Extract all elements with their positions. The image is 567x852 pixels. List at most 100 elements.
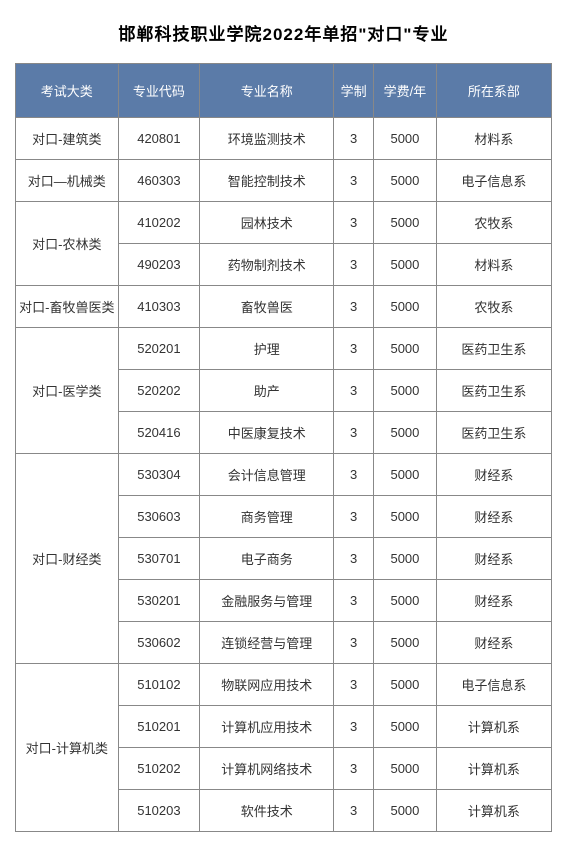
cell-code: 530603 — [118, 496, 200, 538]
cell-dept: 电子信息系 — [436, 160, 551, 202]
cell-code: 510203 — [118, 790, 200, 832]
cell-years: 3 — [334, 202, 374, 244]
cell-fee: 5000 — [374, 244, 437, 286]
cell-name: 软件技术 — [200, 790, 334, 832]
cell-name: 药物制剂技术 — [200, 244, 334, 286]
table-row: 对口-建筑类420801环境监测技术35000材料系 — [16, 118, 552, 160]
cell-fee: 5000 — [374, 118, 437, 160]
cell-years: 3 — [334, 412, 374, 454]
cell-dept: 材料系 — [436, 244, 551, 286]
table-row: 对口-农林类410202园林技术35000农牧系 — [16, 202, 552, 244]
cell-fee: 5000 — [374, 748, 437, 790]
cell-years: 3 — [334, 370, 374, 412]
cell-code: 410202 — [118, 202, 200, 244]
page-title: 邯郸科技职业学院2022年单招"对口"专业 — [15, 20, 552, 45]
cell-fee: 5000 — [374, 286, 437, 328]
col-header-fee: 学费/年 — [374, 64, 437, 118]
cell-name: 连锁经营与管理 — [200, 622, 334, 664]
cell-fee: 5000 — [374, 706, 437, 748]
cell-code: 520201 — [118, 328, 200, 370]
cell-name: 金融服务与管理 — [200, 580, 334, 622]
table-row: 对口—机械类460303智能控制技术35000电子信息系 — [16, 160, 552, 202]
cell-dept: 财经系 — [436, 538, 551, 580]
table-header-row: 考试大类 专业代码 专业名称 学制 学费/年 所在系部 — [16, 64, 552, 118]
cell-name: 智能控制技术 — [200, 160, 334, 202]
cell-code: 460303 — [118, 160, 200, 202]
cell-fee: 5000 — [374, 622, 437, 664]
cell-code: 490203 — [118, 244, 200, 286]
cell-code: 510102 — [118, 664, 200, 706]
cell-fee: 5000 — [374, 664, 437, 706]
cell-name: 会计信息管理 — [200, 454, 334, 496]
cell-dept: 电子信息系 — [436, 664, 551, 706]
cell-name: 环境监测技术 — [200, 118, 334, 160]
cell-name: 计算机应用技术 — [200, 706, 334, 748]
cell-years: 3 — [334, 118, 374, 160]
cell-name: 畜牧兽医 — [200, 286, 334, 328]
cell-fee: 5000 — [374, 202, 437, 244]
cell-years: 3 — [334, 454, 374, 496]
cell-dept: 财经系 — [436, 580, 551, 622]
cell-code: 510202 — [118, 748, 200, 790]
cell-years: 3 — [334, 706, 374, 748]
cell-years: 3 — [334, 622, 374, 664]
cell-dept: 计算机系 — [436, 706, 551, 748]
col-header-years: 学制 — [334, 64, 374, 118]
cell-dept: 医药卫生系 — [436, 412, 551, 454]
col-header-code: 专业代码 — [118, 64, 200, 118]
cell-fee: 5000 — [374, 160, 437, 202]
cell-category: 对口-计算机类 — [16, 664, 119, 832]
table-row: 对口-计算机类510102物联网应用技术35000电子信息系 — [16, 664, 552, 706]
cell-years: 3 — [334, 328, 374, 370]
cell-name: 计算机网络技术 — [200, 748, 334, 790]
cell-code: 520202 — [118, 370, 200, 412]
cell-code: 530701 — [118, 538, 200, 580]
cell-dept: 农牧系 — [436, 202, 551, 244]
cell-fee: 5000 — [374, 328, 437, 370]
cell-name: 助产 — [200, 370, 334, 412]
cell-years: 3 — [334, 538, 374, 580]
cell-fee: 5000 — [374, 538, 437, 580]
table-row: 对口-财经类530304会计信息管理35000财经系 — [16, 454, 552, 496]
cell-fee: 5000 — [374, 454, 437, 496]
cell-fee: 5000 — [374, 370, 437, 412]
cell-name: 园林技术 — [200, 202, 334, 244]
cell-dept: 计算机系 — [436, 748, 551, 790]
cell-code: 420801 — [118, 118, 200, 160]
cell-years: 3 — [334, 580, 374, 622]
cell-dept: 财经系 — [436, 622, 551, 664]
majors-table: 考试大类 专业代码 专业名称 学制 学费/年 所在系部 对口-建筑类420801… — [15, 63, 552, 832]
col-header-dept: 所在系部 — [436, 64, 551, 118]
cell-dept: 材料系 — [436, 118, 551, 160]
cell-fee: 5000 — [374, 790, 437, 832]
col-header-name: 专业名称 — [200, 64, 334, 118]
cell-years: 3 — [334, 664, 374, 706]
cell-category: 对口-畜牧兽医类 — [16, 286, 119, 328]
cell-code: 410303 — [118, 286, 200, 328]
table-row: 对口-医学类520201护理35000医药卫生系 — [16, 328, 552, 370]
cell-years: 3 — [334, 790, 374, 832]
cell-code: 510201 — [118, 706, 200, 748]
cell-dept: 财经系 — [436, 454, 551, 496]
cell-fee: 5000 — [374, 580, 437, 622]
cell-fee: 5000 — [374, 496, 437, 538]
cell-category: 对口-农林类 — [16, 202, 119, 286]
cell-code: 530304 — [118, 454, 200, 496]
cell-dept: 计算机系 — [436, 790, 551, 832]
cell-code: 530201 — [118, 580, 200, 622]
cell-name: 商务管理 — [200, 496, 334, 538]
cell-category: 对口-财经类 — [16, 454, 119, 664]
cell-years: 3 — [334, 244, 374, 286]
col-header-category: 考试大类 — [16, 64, 119, 118]
cell-category: 对口-医学类 — [16, 328, 119, 454]
cell-name: 电子商务 — [200, 538, 334, 580]
cell-dept: 医药卫生系 — [436, 370, 551, 412]
cell-name: 护理 — [200, 328, 334, 370]
cell-years: 3 — [334, 286, 374, 328]
cell-dept: 财经系 — [436, 496, 551, 538]
cell-name: 中医康复技术 — [200, 412, 334, 454]
cell-code: 530602 — [118, 622, 200, 664]
cell-years: 3 — [334, 496, 374, 538]
cell-dept: 农牧系 — [436, 286, 551, 328]
cell-category: 对口—机械类 — [16, 160, 119, 202]
